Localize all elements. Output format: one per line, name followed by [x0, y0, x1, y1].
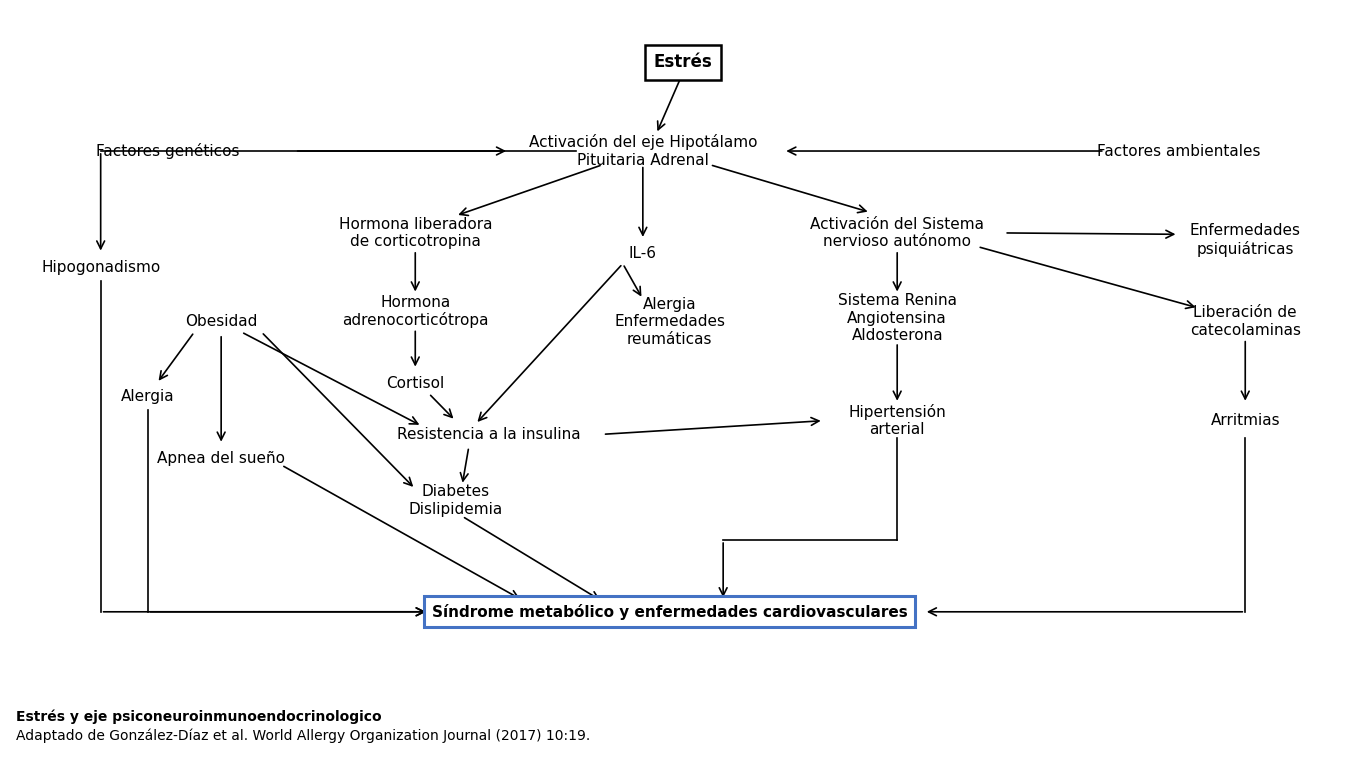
- Text: Activación del Sistema
nervioso autónomo: Activación del Sistema nervioso autónomo: [810, 217, 984, 249]
- Text: Cortisol: Cortisol: [387, 376, 444, 390]
- Text: Factores ambientales: Factores ambientales: [1097, 143, 1259, 159]
- Text: Hormona
adrenocorticótropa: Hormona adrenocorticótropa: [342, 295, 489, 328]
- Text: Alergia
Enfermedades
reumáticas: Alergia Enfermedades reumáticas: [615, 297, 725, 347]
- Text: Hormona liberadora
de corticotropina: Hormona liberadora de corticotropina: [339, 217, 492, 249]
- Text: Estrés y eje psiconeuroinmunoendocrinologico: Estrés y eje psiconeuroinmunoendocrinolo…: [16, 709, 382, 724]
- Text: Sistema Renina
Angiotensina
Aldosterona: Sistema Renina Angiotensina Aldosterona: [837, 293, 956, 343]
- Text: Enfermedades
psiquiátricas: Enfermedades psiquiátricas: [1190, 223, 1300, 257]
- Text: Liberación de
catecolaminas: Liberación de catecolaminas: [1190, 305, 1300, 338]
- Text: Alergia: Alergia: [120, 390, 175, 404]
- Text: Diabetes
Dislipidemia: Diabetes Dislipidemia: [408, 484, 503, 517]
- Text: Resistencia a la insulina: Resistencia a la insulina: [398, 426, 581, 442]
- Text: IL-6: IL-6: [628, 246, 657, 261]
- Text: Arritmias: Arritmias: [1210, 413, 1280, 428]
- Text: Hipertensión
arterial: Hipertensión arterial: [848, 404, 947, 437]
- Text: Adaptado de González-Díaz et al. World Allergy Organization Journal (2017) 10:19: Adaptado de González-Díaz et al. World A…: [16, 729, 590, 743]
- Text: Factores genéticos: Factores genéticos: [96, 143, 239, 159]
- Text: Obesidad: Obesidad: [184, 314, 257, 329]
- Text: Hipogonadismo: Hipogonadismo: [41, 259, 160, 275]
- Text: Apnea del sueño: Apnea del sueño: [157, 451, 285, 466]
- Text: Activación del eje Hipotálamo
Pituitaria Adrenal: Activación del eje Hipotálamo Pituitaria…: [529, 134, 757, 168]
- Text: Estrés: Estrés: [653, 53, 713, 71]
- Text: Síndrome metabólico y enfermedades cardiovasculares: Síndrome metabólico y enfermedades cardi…: [432, 604, 907, 620]
